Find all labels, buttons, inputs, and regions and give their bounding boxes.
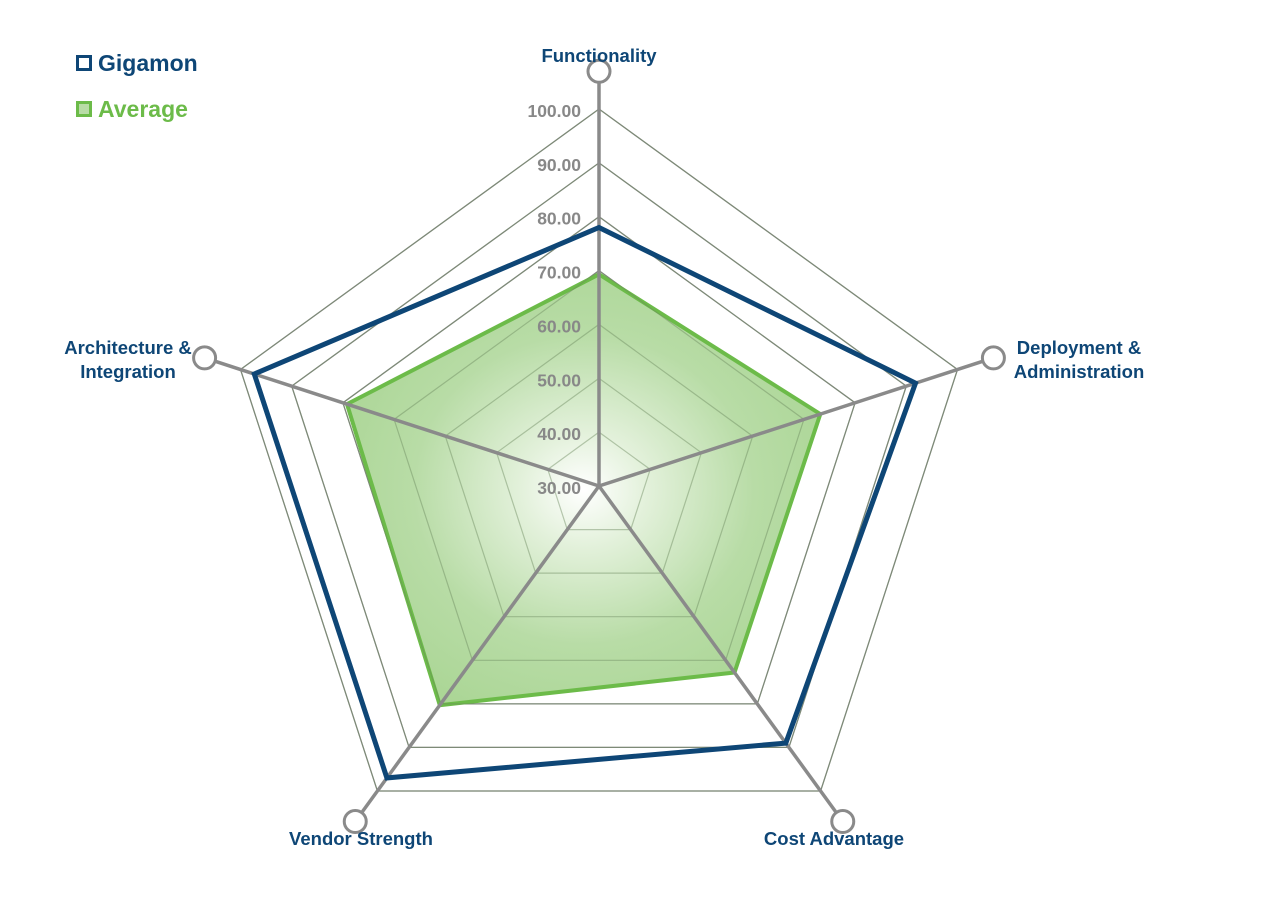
axis-label-3: Vendor Strength <box>289 828 433 849</box>
legend-item-gigamon[interactable]: Gigamon <box>76 40 198 86</box>
tick-label-30.00: 30.00 <box>537 478 581 498</box>
grid-ring-overlay-70 <box>393 269 805 661</box>
axis-labels: Functionality Deployment & Administration C… <box>64 45 1144 849</box>
grid-ring-overlay-90 <box>290 162 908 749</box>
axis-label-1-line-1: Administration <box>1014 361 1145 382</box>
legend-swatch-gigamon <box>76 55 92 71</box>
grid-ring-overlay-40 <box>547 431 651 531</box>
legend-label-average: Average <box>98 95 188 122</box>
tick-label-70.00: 70.00 <box>537 263 581 283</box>
average-series <box>239 108 959 792</box>
tick-label-80.00: 80.00 <box>537 209 581 229</box>
gigamon-series <box>251 224 919 781</box>
legend-swatch-average <box>76 101 92 117</box>
axis-line-1 <box>598 356 994 488</box>
axis-label-1: Deployment & Administration <box>1014 337 1145 382</box>
grid-ring-overlay-50 <box>495 377 703 574</box>
axis-line-2 <box>597 484 845 823</box>
average-polygon <box>344 271 823 708</box>
radial-tick-labels: 30.00 40.00 50.00 60.00 70.00 80.00 90.00 100.0… <box>527 101 581 498</box>
axis-label-4: Architecture & Integration <box>64 337 191 382</box>
axis-label-0: Functionality <box>541 45 657 66</box>
axis-line-4 <box>204 356 600 488</box>
grid-ring-overlay-100 <box>239 108 959 792</box>
tick-label-90.00: 90.00 <box>537 155 581 175</box>
legend-item-average[interactable]: Average <box>76 86 198 132</box>
grid-ring-90 <box>290 162 908 749</box>
axis-endpoint-2 <box>830 808 856 834</box>
axis-endpoints <box>192 58 1006 834</box>
grid-ring-100 <box>239 108 959 792</box>
axis-label-3-line-0: Vendor Strength <box>289 828 433 849</box>
axis-label-1-line-0: Deployment & <box>1017 337 1141 358</box>
tick-label-100.00: 100.00 <box>527 101 581 121</box>
axis-label-4-line-0: Architecture & <box>64 337 191 358</box>
legend: Gigamon Average <box>76 40 198 132</box>
axis-endpoint-4 <box>192 345 218 371</box>
axis-endpoint-3 <box>342 808 368 834</box>
tick-label-60.00: 60.00 <box>537 316 581 336</box>
radar-axes <box>204 71 994 823</box>
grid-ring-overlay-60 <box>444 323 754 618</box>
tick-label-50.00: 50.00 <box>537 370 581 390</box>
axis-label-4-line-1: Integration <box>80 361 176 382</box>
axis-label-2-line-0: Cost Advantage <box>764 828 904 849</box>
gigamon-polygon <box>251 224 919 781</box>
axis-endpoint-1 <box>980 345 1006 371</box>
axis-line-3 <box>353 484 601 823</box>
axis-endpoint-0 <box>586 58 612 84</box>
axis-label-0-line-0: Functionality <box>541 45 657 66</box>
grid-ring-80 <box>342 215 856 705</box>
legend-label-gigamon: Gigamon <box>98 49 198 76</box>
axis-label-2: Cost Advantage <box>764 828 904 849</box>
tick-label-40.00: 40.00 <box>537 424 581 444</box>
grid-ring-overlay-80 <box>342 215 856 705</box>
